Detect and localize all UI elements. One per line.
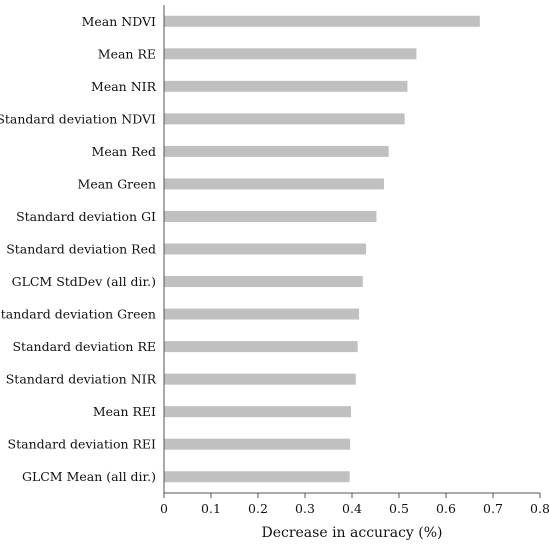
category-label: Mean NIR <box>91 79 157 94</box>
x-tick-label: 0.3 <box>295 501 315 516</box>
category-label: Mean NDVI <box>82 14 156 29</box>
category-labels: Mean NDVI Mean RE Mean NIR Standard deviati… <box>0 14 157 484</box>
bar-9 <box>164 276 363 288</box>
category-label: Standard deviation NIR <box>6 372 157 387</box>
x-tick-label: 0.8 <box>530 501 550 516</box>
category-label: Standard deviation Red <box>6 242 156 257</box>
bar-4 <box>164 113 405 125</box>
bar-1 <box>164 15 480 27</box>
x-tick-label: 0.1 <box>201 501 221 516</box>
bars-group <box>164 15 480 483</box>
x-tick-label: 0.4 <box>342 501 362 516</box>
category-label: Mean Green <box>78 176 156 191</box>
category-label: Standard deviation GI <box>16 209 156 224</box>
x-axis-ticks: 0 0.1 0.2 0.3 0.4 0.5 0.6 0.7 0.8 <box>160 493 550 516</box>
category-label: GLCM Mean (all dir.) <box>22 469 156 484</box>
category-label: Mean RE <box>98 46 156 61</box>
x-axis-title: Decrease in accuracy (%) <box>261 525 442 541</box>
bar-7 <box>164 210 377 222</box>
x-tick-label: 0.7 <box>483 501 503 516</box>
bar-6 <box>164 178 384 190</box>
bar-10 <box>164 308 360 320</box>
bar-12 <box>164 373 356 385</box>
category-label: Mean Red <box>92 144 156 159</box>
bar-2 <box>164 48 417 60</box>
bar-3 <box>164 80 408 92</box>
x-tick-label: 0.2 <box>248 501 268 516</box>
category-label: Standard deviation RE <box>12 339 156 354</box>
category-label: Mean REI <box>93 404 156 419</box>
bar-15 <box>164 471 350 483</box>
category-label: GLCM StdDev (all dir.) <box>12 274 156 289</box>
x-tick-label: 0.5 <box>389 501 409 516</box>
x-tick-label: 0 <box>160 501 168 516</box>
bar-5 <box>164 145 389 157</box>
bar-11 <box>164 341 358 353</box>
x-tick-label: 0.6 <box>436 501 456 516</box>
category-label: Standard deviation REI <box>8 437 157 452</box>
category-label: Standard deviation Green <box>0 307 156 322</box>
bar-8 <box>164 243 367 255</box>
category-label: Standard deviation NDVI <box>0 111 156 126</box>
bar-14 <box>164 438 351 450</box>
bar-13 <box>164 406 352 418</box>
